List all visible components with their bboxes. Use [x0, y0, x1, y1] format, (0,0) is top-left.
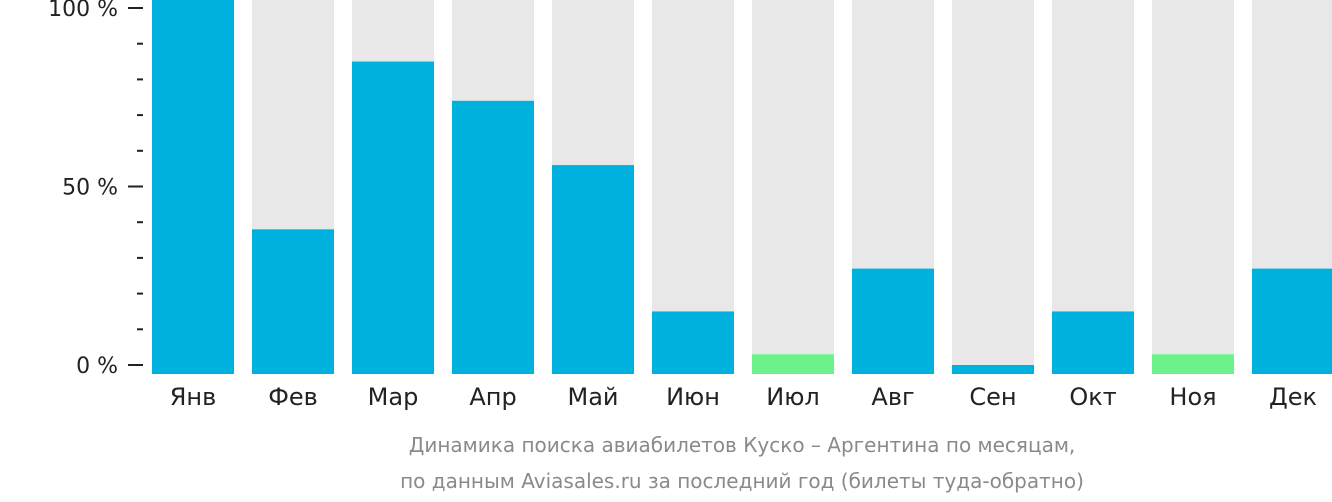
- bar-background-7: [752, 0, 834, 374]
- x-tick-label-3: Мар: [368, 383, 419, 411]
- bar-6: [652, 311, 734, 374]
- bar-11: [1152, 354, 1234, 374]
- x-tick-label-10: Окт: [1069, 383, 1116, 411]
- x-tick-label-2: Фев: [268, 383, 318, 411]
- chart-caption-line-2: по данным Aviasales.ru за последний год …: [400, 469, 1084, 493]
- x-tick-label-9: Сен: [969, 383, 1016, 411]
- x-tick-label-4: Апр: [469, 383, 516, 411]
- bar-8: [852, 268, 934, 374]
- bar-3: [352, 61, 434, 375]
- bar-background-9: [952, 0, 1034, 374]
- bar-10: [1052, 311, 1134, 374]
- bar-4: [452, 100, 534, 374]
- bar-9: [952, 365, 1034, 374]
- x-tick-label-11: Ноя: [1169, 383, 1216, 411]
- y-tick-label-1: 0 %: [76, 354, 118, 379]
- y-tick-label-2: 50 %: [62, 176, 118, 201]
- bar-2: [252, 229, 334, 374]
- x-tick-label-8: Авг: [871, 383, 914, 411]
- bar-background-11: [1152, 0, 1234, 374]
- y-tick-label-3: 100 %: [48, 0, 118, 22]
- x-tick-label-6: Июн: [666, 383, 720, 411]
- bars-group: [152, 0, 1332, 375]
- x-tick-label-7: Июл: [766, 383, 820, 411]
- bar-12: [1252, 268, 1332, 374]
- bar-7: [752, 354, 834, 374]
- y-axis: 0 % 50 % 100 %: [48, 0, 143, 379]
- x-tick-label-12: Дек: [1269, 383, 1317, 411]
- bar-5: [552, 165, 634, 374]
- x-tick-label-1: Янв: [170, 383, 217, 411]
- bar-1: [152, 0, 234, 374]
- chart-caption-line-1: Динамика поиска авиабилетов Куско – Арге…: [409, 433, 1076, 457]
- x-tick-label-5: Май: [567, 383, 618, 411]
- x-axis-labels: Янв Фев Мар Апр Май Июн Июл Авг Сен Окт Ноя Дек: [170, 383, 1317, 411]
